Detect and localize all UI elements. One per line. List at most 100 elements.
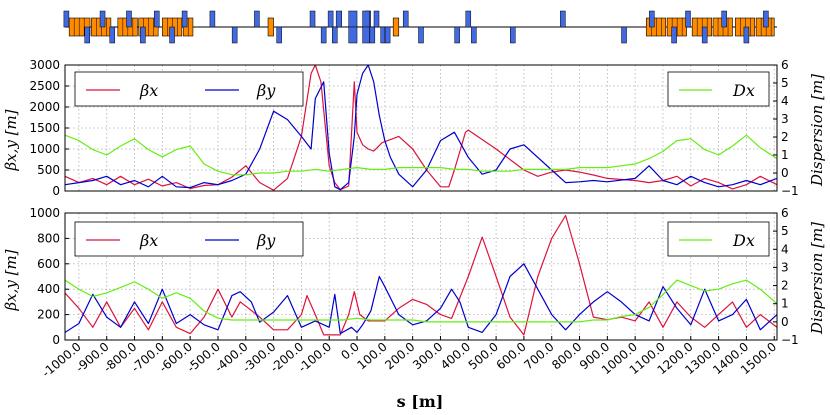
bot-ytick-label: 400: [37, 282, 60, 296]
bottom-y-ticks: 0 200 400 600 800 1000: [29, 206, 69, 347]
top-legend-betax: βx: [139, 81, 158, 100]
bot-series-betax: [65, 214, 777, 336]
lattice-quadrupole: [402, 10, 409, 28]
top-y2tick-label: 1: [781, 148, 789, 162]
lattice-quadrupole: [169, 26, 175, 44]
lattice-quadrupole: [763, 10, 769, 28]
lattice-ir-quadrupole: [380, 26, 386, 44]
top-series-betax: [65, 65, 777, 191]
top-ytick-label: 1500: [29, 121, 60, 135]
bot-xtick-label: 700.0: [521, 340, 556, 373]
bottom-panel: 0 200 400 600 800 1000 −1 0 1 2 3 4 5 6 -1000.0-900.…: [2, 206, 826, 411]
bot-y2tick-label: 6: [781, 206, 789, 220]
top-ytick-label: 0: [52, 184, 60, 198]
lattice-ir-quadrupole: [348, 10, 358, 28]
lattice-quadrupole: [109, 26, 116, 44]
lattice-quadrupole: [621, 26, 627, 44]
lattice-quadrupole: [209, 10, 216, 28]
lattice-quadrupole: [84, 26, 90, 44]
lattice-quadrupole: [63, 10, 70, 28]
lattice-quadrupole: [276, 26, 282, 44]
bottom-legend-dx: Dx: [732, 231, 755, 250]
lattice-quadrupole: [254, 10, 260, 28]
bot-xtick-label: 800.0: [549, 340, 584, 373]
bot-xtick-label: 500.0: [466, 340, 501, 373]
lattice-dipole: [666, 17, 687, 37]
bot-xtick-label: 200.0: [382, 340, 417, 373]
lattice-quadrupole: [369, 26, 376, 44]
bot-ytick-label: 0: [52, 333, 60, 347]
bot-y2tick-label: 4: [781, 242, 789, 256]
bot-xtick-label: 600.0: [494, 340, 529, 373]
bot-ytick-label: 600: [37, 257, 60, 271]
lattice-quadrupole: [454, 26, 460, 44]
lattice-dipole: [691, 17, 712, 37]
bottom-y2label: Dispersion [m]: [808, 222, 826, 335]
top-panel: 0 500 1000 1500 2000 2500 3000 −1 0 1 2 3 4 5 6 βx,y …: [2, 58, 826, 198]
top-ytick-label: 3000: [29, 58, 60, 72]
lattice-quadrupole: [510, 26, 516, 44]
lattice-quadrupole: [384, 26, 391, 44]
top-y2tick-label: 6: [781, 58, 789, 72]
top-legend-box: [74, 71, 304, 107]
top-legend-dx-box: [667, 71, 770, 107]
bot-xtick-label: 100.0: [354, 340, 389, 373]
bottom-legend-betax: βx: [139, 231, 158, 250]
lattice-quadrupole: [154, 10, 160, 28]
lattice-quadrupole: [140, 26, 146, 44]
lattice-quadrupole: [181, 10, 188, 28]
lattice-quadrupole: [332, 26, 338, 44]
lattice-dipole: [267, 17, 274, 37]
lattice-quadrupole: [126, 10, 132, 28]
bot-y2tick-label: 0: [781, 315, 789, 329]
bot-series-betay: [65, 263, 777, 335]
top-y2label: Dispersion [m]: [808, 74, 826, 187]
bottom-ylabel: βx,y [m]: [2, 249, 20, 311]
top-y2tick-label: −1: [781, 184, 799, 198]
bot-y2tick-label: 5: [781, 224, 789, 238]
top-series: [65, 65, 777, 191]
bot-ytick-label: 1000: [29, 206, 60, 220]
bottom-xlabel: s [m]: [397, 392, 444, 411]
bot-y2tick-label: 3: [781, 260, 789, 274]
magnet-lattice: [63, 10, 777, 44]
top-y2tick-label: 0: [781, 166, 789, 180]
bot-ytick-label: 200: [37, 308, 60, 322]
bottom-legend-dx-box: [667, 221, 770, 257]
bot-ytick-label: 800: [37, 231, 60, 245]
top-y-ticks: 0 500 1000 1500 2000 2500 3000: [29, 58, 69, 198]
bot-xtick-label: 400.0: [438, 340, 473, 373]
lattice-quadrupole: [471, 26, 477, 44]
lattice-quadrupole: [373, 10, 380, 28]
bot-y2tick-label: −1: [781, 333, 799, 347]
top-ytick-label: 1000: [29, 142, 60, 156]
top-y2tick-label: 3: [781, 112, 789, 126]
lattice-quadrupole: [320, 26, 327, 44]
bottom-series: [65, 214, 777, 336]
lattice-quadrupole: [649, 10, 655, 28]
lattice-quadrupole: [743, 26, 750, 44]
lattice-quadrupole: [560, 10, 566, 28]
bot-y2tick-label: 2: [781, 279, 789, 293]
top-series-dx: [65, 134, 777, 176]
top-ytick-label: 2500: [29, 79, 60, 93]
bottom-y2-ticks: −1 0 1 2 3 4 5 6: [773, 206, 799, 347]
lattice-quadrupole: [99, 10, 106, 28]
lattice-quadrupole: [418, 26, 424, 44]
top-series-betay: [65, 65, 777, 191]
bottom-legend-box: [74, 221, 304, 257]
top-y2tick-label: 4: [781, 94, 789, 108]
lattice-ir-quadrupole: [348, 26, 358, 44]
lattice-ir-quadrupole: [335, 10, 342, 28]
top-y2tick-label: 5: [781, 76, 789, 90]
top-ytick-label: 500: [37, 163, 60, 177]
top-legend-betay: βy: [256, 81, 276, 100]
lattice-quadrupole: [309, 10, 316, 28]
top-ytick-label: 2000: [29, 100, 60, 114]
lattice-quadrupole: [701, 26, 708, 44]
top-legend-dx: Dx: [732, 81, 755, 100]
lattice-quadrupole: [685, 10, 691, 28]
lattice-dipole: [392, 17, 400, 37]
lattice-ir-quadrupole: [362, 26, 370, 44]
